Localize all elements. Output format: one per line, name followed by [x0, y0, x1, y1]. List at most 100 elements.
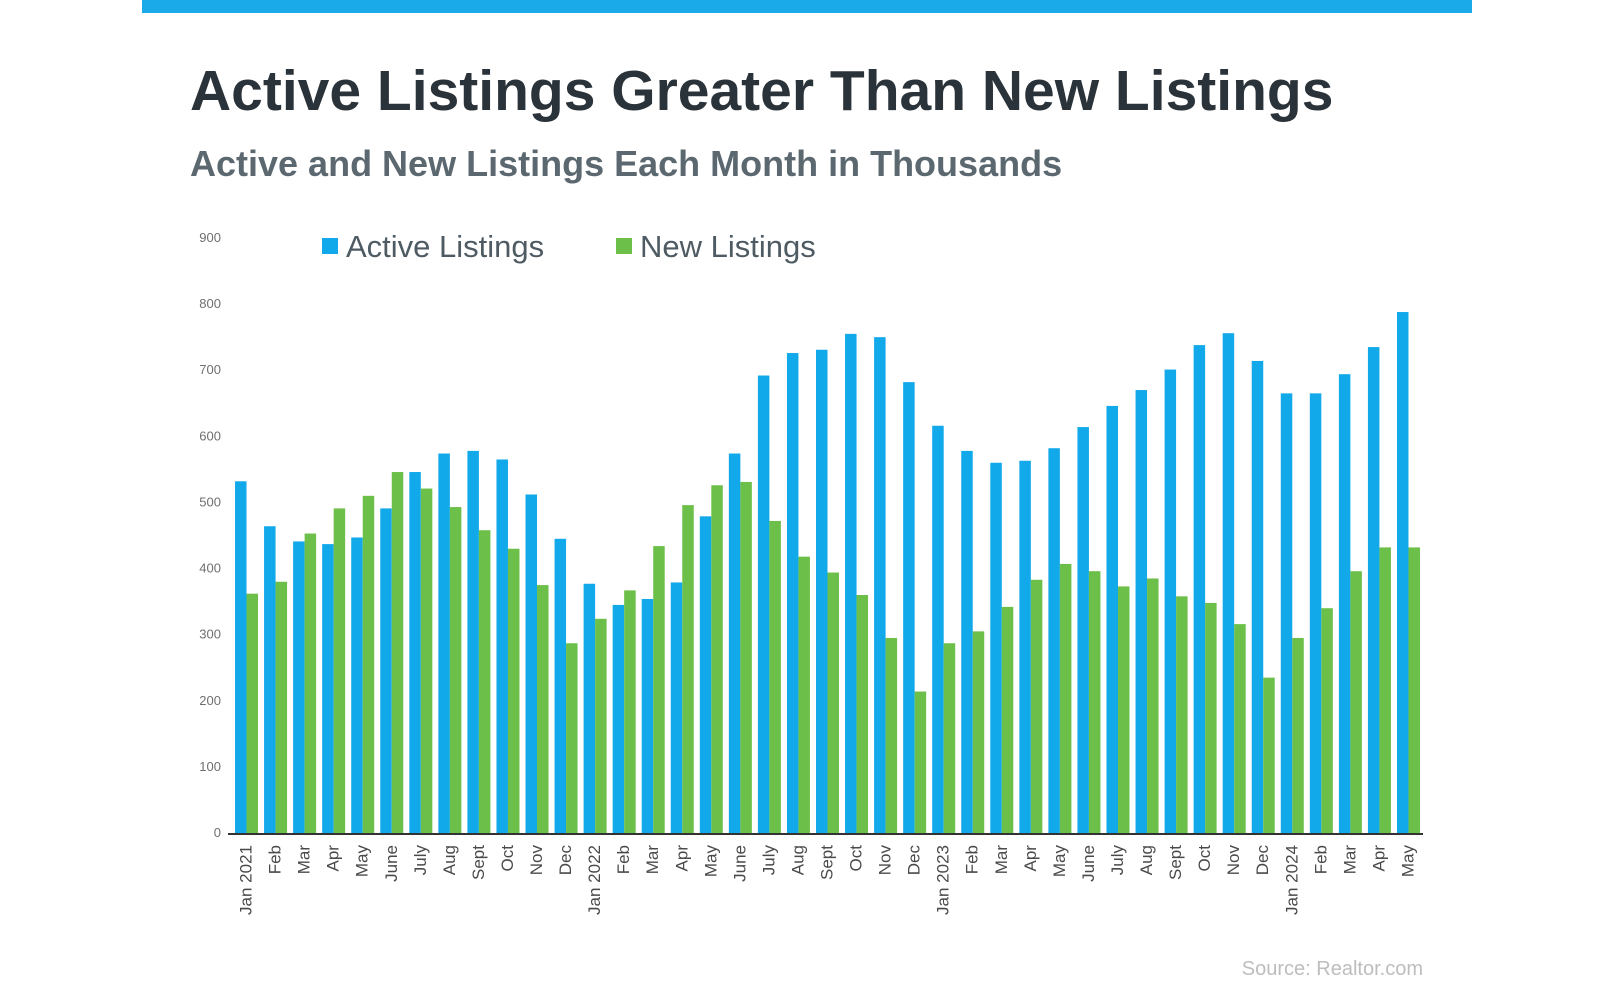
x-tick-label: June	[730, 845, 749, 882]
new-listings-bar	[769, 520, 781, 833]
top-accent-bar	[142, 0, 1472, 13]
x-tick-label: June	[382, 845, 401, 882]
x-tick-label: May	[1050, 845, 1069, 878]
chart-title: Active Listings Greater Than New Listing…	[190, 59, 1334, 123]
active-listings-bar	[264, 526, 276, 833]
active-listings-bar	[612, 604, 625, 833]
new-listings-bar	[1292, 637, 1304, 833]
new-listings-bar	[304, 533, 317, 833]
active-listings-bar	[699, 516, 712, 833]
new-listings-bar	[1088, 571, 1101, 833]
active-listings-bar	[757, 375, 770, 833]
new-listings-bar	[362, 495, 375, 833]
active-listings-bar	[1193, 345, 1206, 833]
x-tick-label: Oct	[498, 845, 517, 872]
new-listings-bar	[1030, 579, 1043, 833]
y-tick-label: 600	[199, 428, 221, 443]
legend-label-new: New Listings	[640, 229, 816, 264]
new-listings-bar	[275, 581, 288, 833]
x-tick-label: Jan 2021	[237, 845, 256, 915]
active-listings-bar	[816, 349, 828, 833]
y-tick-label: 300	[199, 627, 221, 642]
x-tick-label: Dec	[905, 845, 924, 876]
new-listings-bar	[1176, 596, 1188, 833]
active-listings-bar	[1396, 312, 1409, 833]
active-listings-bar	[293, 541, 305, 833]
x-tick-label: June	[1079, 845, 1098, 882]
active-listings-bar	[467, 450, 479, 833]
new-listings-bar	[885, 637, 898, 833]
active-listings-bar	[786, 353, 799, 833]
x-tick-label: Sept	[1166, 845, 1185, 880]
new-listings-bar	[798, 556, 810, 833]
new-listings-bar	[449, 507, 462, 833]
x-tick-label: Feb	[614, 845, 633, 874]
x-tick-label: Nov	[876, 845, 895, 876]
active-listings-bar	[1019, 460, 1031, 833]
new-listings-bar	[537, 585, 549, 833]
new-listings-bar	[1263, 677, 1275, 833]
source-note: Source: Realtor.com	[1241, 958, 1423, 980]
x-tick-label: Apr	[672, 845, 691, 872]
active-listings-bar	[903, 382, 915, 833]
new-listings-bar	[478, 530, 491, 833]
x-tick-label: Nov	[527, 845, 546, 876]
active-listings-bar	[961, 450, 973, 833]
new-listings-bar	[333, 508, 346, 833]
new-listings-bar	[1408, 547, 1420, 833]
x-tick-label: Sept	[469, 845, 488, 880]
new-listings-bar	[1350, 571, 1362, 833]
new-listings-bar	[914, 691, 927, 833]
y-tick-label: 900	[199, 230, 221, 245]
active-listings-bar	[1222, 333, 1235, 833]
active-listings-bar	[1280, 393, 1293, 833]
legend-label-active: Active Listings	[346, 229, 544, 264]
active-listings-bar	[525, 494, 538, 833]
new-listings-bar	[420, 488, 433, 833]
x-tick-label: Sept	[818, 845, 837, 880]
new-listings-bar	[566, 643, 578, 833]
x-tick-label: Aug	[1137, 845, 1156, 875]
x-tick-label: July	[1108, 845, 1127, 876]
new-listings-bar	[507, 548, 520, 833]
active-listings-bar	[1106, 405, 1118, 833]
active-listings-bar	[1338, 374, 1351, 833]
new-listings-bar	[246, 593, 259, 833]
active-listings-bar	[1164, 369, 1177, 833]
y-tick-label: 200	[199, 693, 221, 708]
y-tick-label: 500	[199, 494, 221, 509]
active-listings-bar	[641, 598, 654, 833]
active-listings-bar	[1251, 360, 1264, 833]
x-tick-label: July	[759, 845, 778, 876]
chart-subtitle: Active and New Listings Each Month in Th…	[190, 143, 1063, 184]
x-tick-label: Dec	[556, 845, 575, 876]
legend-swatch-new	[616, 238, 632, 254]
x-tick-label: May	[1398, 845, 1417, 878]
new-listings-bar	[1379, 547, 1391, 833]
new-listings-bar	[682, 505, 694, 833]
x-tick-label: Apr	[1021, 845, 1040, 872]
y-tick-label: 800	[199, 296, 221, 311]
x-tick-label: Mar	[992, 845, 1011, 875]
x-tick-label: Apr	[324, 845, 343, 872]
active-listings-bar	[990, 462, 1002, 833]
active-listings-bar	[845, 333, 857, 833]
active-listings-bar	[583, 583, 596, 833]
active-listings-bar	[874, 337, 886, 833]
active-listings-bar	[438, 453, 450, 833]
x-tick-label: Jan 2022	[585, 845, 604, 915]
active-listings-bar	[670, 582, 683, 833]
x-tick-label: Mar	[643, 845, 662, 875]
x-tick-label: Feb	[1311, 845, 1330, 874]
y-tick-label: 100	[199, 759, 221, 774]
new-listings-bar	[1117, 586, 1130, 833]
y-tick-label: 400	[199, 561, 221, 576]
new-listings-bar	[740, 481, 752, 833]
x-tick-label: Aug	[788, 845, 807, 875]
new-listings-bar	[1205, 602, 1217, 833]
active-listings-bar	[496, 459, 508, 833]
active-listings-bar	[1048, 448, 1060, 833]
new-listings-bar	[856, 595, 869, 833]
x-tick-label: Feb	[963, 845, 982, 874]
